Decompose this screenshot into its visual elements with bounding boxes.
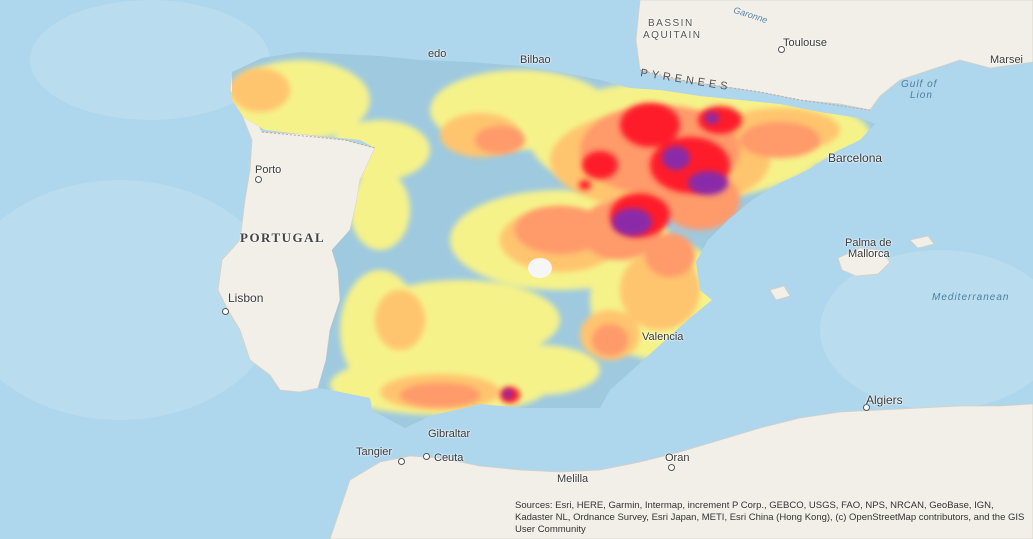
label-lion: Lion (910, 90, 933, 101)
label-oviedo: edo (428, 48, 447, 60)
label-aquitain: AQUITAIN (643, 30, 702, 41)
city-dot-lisbon (222, 308, 229, 315)
label-bassin: BASSIN (648, 18, 694, 29)
label-ceuta: Ceuta (434, 452, 464, 464)
label-mediterranean: Mediterranean (932, 292, 1010, 303)
menorca-land (909, 235, 935, 249)
portugal-land (217, 70, 376, 393)
city-dot-tangier (398, 458, 405, 465)
label-porto: Porto (255, 164, 282, 176)
france-land (635, 0, 1033, 111)
sea-shading (0, 0, 1033, 420)
ibiza-land (769, 285, 791, 301)
label-oran: Oran (665, 452, 690, 464)
label-algiers: Algiers (866, 393, 903, 407)
label-palma: Palma de (845, 237, 892, 249)
label-valencia: Valencia (642, 331, 684, 343)
label-melilla: Melilla (557, 473, 589, 485)
land-areas (217, 0, 1033, 539)
city-dot-toulouse (778, 46, 785, 53)
mallorca-land (837, 247, 891, 277)
label-lisbon: Lisbon (228, 291, 264, 305)
label-tangier: Tangier (356, 446, 393, 458)
city-dot-ceuta (423, 453, 430, 460)
city-dot-oran (668, 464, 675, 471)
city-dot-porto (255, 176, 262, 183)
borders (261, 69, 871, 149)
label-marseille: Marsei (990, 54, 1024, 66)
label-mallorca: Mallorca (848, 248, 890, 260)
city-dot-algiers (863, 404, 870, 411)
label-gibraltar: Gibraltar (428, 428, 471, 440)
label-gulf-of: Gulf of (901, 79, 938, 90)
label-toulouse: Toulouse (783, 37, 828, 49)
label-bilbao: Bilbao (520, 54, 551, 66)
map-attribution: Sources: Esri, HERE, Garmin, Intermap, i… (515, 500, 1025, 535)
label-portugal: PORTUGAL (240, 230, 326, 245)
label-barcelona: Barcelona (828, 151, 883, 165)
